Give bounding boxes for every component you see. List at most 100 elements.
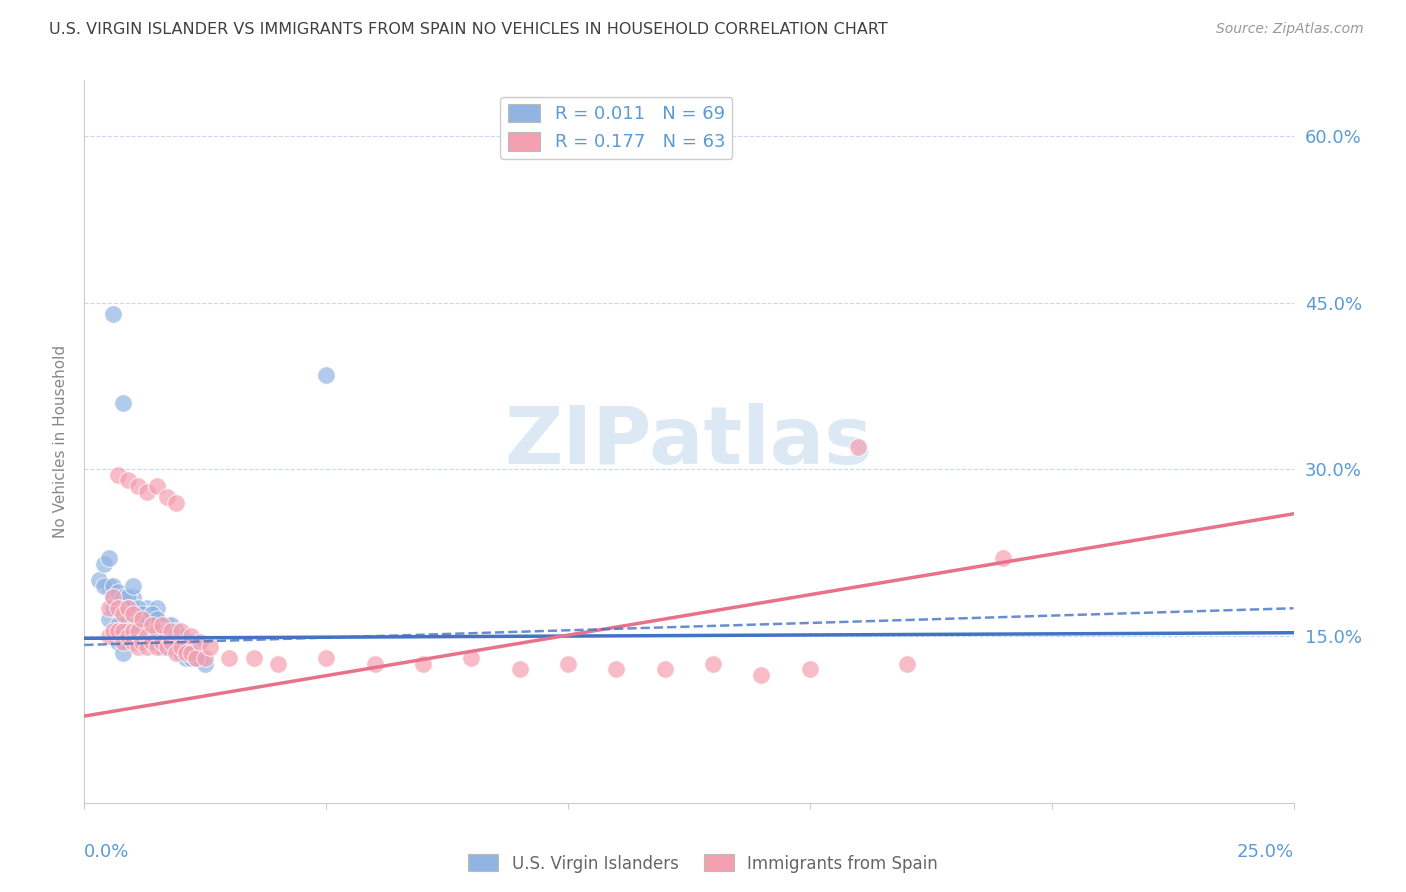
Point	[605, 662, 627, 676]
Point	[363, 657, 385, 671]
Point	[127, 612, 149, 626]
Point	[97, 629, 120, 643]
Point	[160, 624, 183, 638]
Point	[127, 601, 149, 615]
Point	[194, 651, 217, 665]
Point	[103, 590, 125, 604]
Point	[103, 601, 125, 615]
Point	[170, 624, 193, 638]
Point	[141, 607, 163, 621]
Point	[654, 662, 676, 676]
Point	[87, 574, 110, 588]
Point	[184, 640, 207, 655]
Legend: R = 0.011   N = 69, R = 0.177   N = 63: R = 0.011 N = 69, R = 0.177 N = 63	[501, 96, 733, 159]
Point	[146, 624, 169, 638]
Point	[107, 601, 129, 615]
Point	[97, 579, 120, 593]
Point	[141, 607, 163, 621]
Point	[509, 662, 531, 676]
Point	[751, 668, 773, 682]
Point	[117, 629, 139, 643]
Point	[180, 646, 202, 660]
Point	[127, 479, 149, 493]
Point	[170, 640, 193, 655]
Point	[127, 624, 149, 638]
Text: 25.0%: 25.0%	[1236, 843, 1294, 861]
Point	[117, 601, 139, 615]
Point	[136, 601, 159, 615]
Point	[702, 657, 724, 671]
Point	[93, 557, 115, 571]
Point	[121, 612, 143, 626]
Point	[97, 551, 120, 566]
Point	[799, 662, 821, 676]
Point	[131, 634, 153, 648]
Point	[146, 640, 169, 655]
Point	[146, 612, 169, 626]
Point	[170, 646, 193, 660]
Point	[141, 624, 163, 638]
Point	[103, 307, 125, 321]
Point	[160, 629, 183, 643]
Text: ZIPatlas: ZIPatlas	[505, 402, 873, 481]
Point	[127, 634, 149, 648]
Point	[267, 657, 290, 671]
Point	[190, 651, 212, 665]
Point	[174, 646, 197, 660]
Point	[117, 590, 139, 604]
Point	[131, 612, 153, 626]
Point	[180, 629, 202, 643]
Point	[190, 634, 212, 648]
Point	[174, 651, 197, 665]
Point	[155, 634, 177, 648]
Point	[896, 657, 918, 671]
Point	[165, 496, 187, 510]
Point	[160, 618, 183, 632]
Point	[150, 634, 173, 648]
Legend: U.S. Virgin Islanders, Immigrants from Spain: U.S. Virgin Islanders, Immigrants from S…	[461, 847, 945, 880]
Point	[112, 634, 135, 648]
Point	[112, 646, 135, 660]
Point	[136, 612, 159, 626]
Point	[103, 579, 125, 593]
Point	[112, 624, 135, 638]
Point	[218, 651, 240, 665]
Point	[993, 551, 1015, 566]
Point	[117, 624, 139, 638]
Point	[131, 634, 153, 648]
Point	[165, 624, 187, 638]
Point	[155, 490, 177, 504]
Point	[107, 584, 129, 599]
Point	[184, 651, 207, 665]
Point	[112, 590, 135, 604]
Point	[170, 629, 193, 643]
Point	[460, 651, 482, 665]
Point	[150, 624, 173, 638]
Point	[112, 607, 135, 621]
Point	[150, 624, 173, 638]
Point	[112, 624, 135, 638]
Point	[107, 634, 129, 648]
Point	[315, 651, 337, 665]
Point	[155, 624, 177, 638]
Point	[141, 618, 163, 632]
Point	[117, 612, 139, 626]
Point	[180, 651, 202, 665]
Point	[160, 634, 183, 648]
Point	[150, 640, 173, 655]
Point	[97, 601, 120, 615]
Point	[160, 629, 183, 643]
Point	[121, 624, 143, 638]
Y-axis label: No Vehicles in Household: No Vehicles in Household	[53, 345, 69, 538]
Point	[103, 624, 125, 638]
Point	[136, 484, 159, 499]
Point	[150, 618, 173, 632]
Point	[121, 634, 143, 648]
Point	[165, 640, 187, 655]
Point	[165, 646, 187, 660]
Point	[155, 618, 177, 632]
Point	[315, 368, 337, 382]
Point	[194, 657, 217, 671]
Point	[121, 590, 143, 604]
Point	[174, 640, 197, 655]
